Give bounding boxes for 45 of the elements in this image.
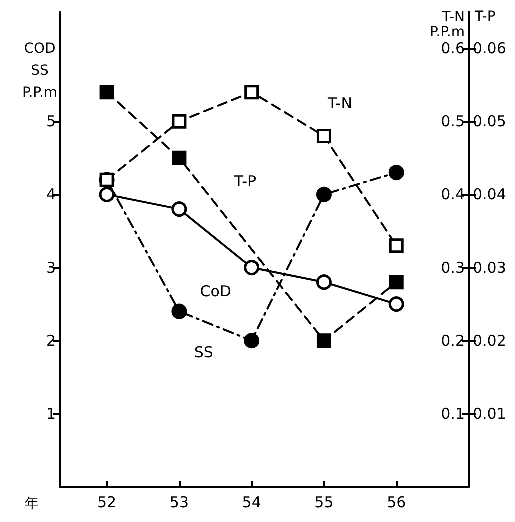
x-tick-label: 56 xyxy=(387,494,406,512)
point xyxy=(316,186,332,202)
y2-tick-label: 0.1 xyxy=(441,404,465,423)
y2-axis-title: T-N P.P.m xyxy=(430,10,465,40)
point xyxy=(172,202,188,218)
series-label: SS xyxy=(194,343,214,362)
x-tick-label: 52 xyxy=(98,494,117,512)
series-label: CoD xyxy=(200,282,232,300)
x-tick-label: 54 xyxy=(242,494,262,512)
y3-tick-label: 0.01 xyxy=(473,404,506,423)
y2-tick-label: 0.6 xyxy=(441,40,465,58)
y-axis-title: COD SS P.P.m xyxy=(22,41,58,101)
point xyxy=(316,274,332,290)
y-tick-label: 1 xyxy=(46,404,56,423)
point xyxy=(389,275,404,290)
point xyxy=(244,260,260,276)
y-tick-label: 4 xyxy=(46,186,56,204)
x-axis-title: 年 xyxy=(25,496,39,512)
point xyxy=(99,186,115,202)
y2-tick-label: 0.2 xyxy=(441,332,465,350)
series-label: T-P xyxy=(233,172,257,191)
x-tick-label: 55 xyxy=(314,494,334,512)
y3-axis-title: T-P xyxy=(474,9,496,25)
point xyxy=(388,165,404,181)
point xyxy=(172,150,187,166)
y2-tick-label: 0.4 xyxy=(441,186,465,204)
point xyxy=(172,304,188,320)
point xyxy=(100,85,114,100)
point xyxy=(172,114,187,129)
point xyxy=(389,238,404,254)
point xyxy=(316,128,332,144)
series-label: T-N xyxy=(327,94,352,113)
x-tick-label: 53 xyxy=(170,494,189,512)
y3-tick-label: 0.04 xyxy=(473,186,506,204)
y3-tick-label: 0.03 xyxy=(473,258,506,277)
y3-tick-label: 0.02 xyxy=(473,332,506,350)
y2-tick-label: 0.3 xyxy=(441,258,465,277)
y3-tick-label: 0.06 xyxy=(473,40,506,58)
y-tick-label: 2 xyxy=(46,332,56,350)
point xyxy=(316,334,332,348)
point xyxy=(244,85,260,100)
point xyxy=(244,333,260,349)
point xyxy=(388,296,404,312)
y3-tick-label: 0.05 xyxy=(473,112,506,131)
y2-tick-label: 0.5 xyxy=(441,112,465,131)
